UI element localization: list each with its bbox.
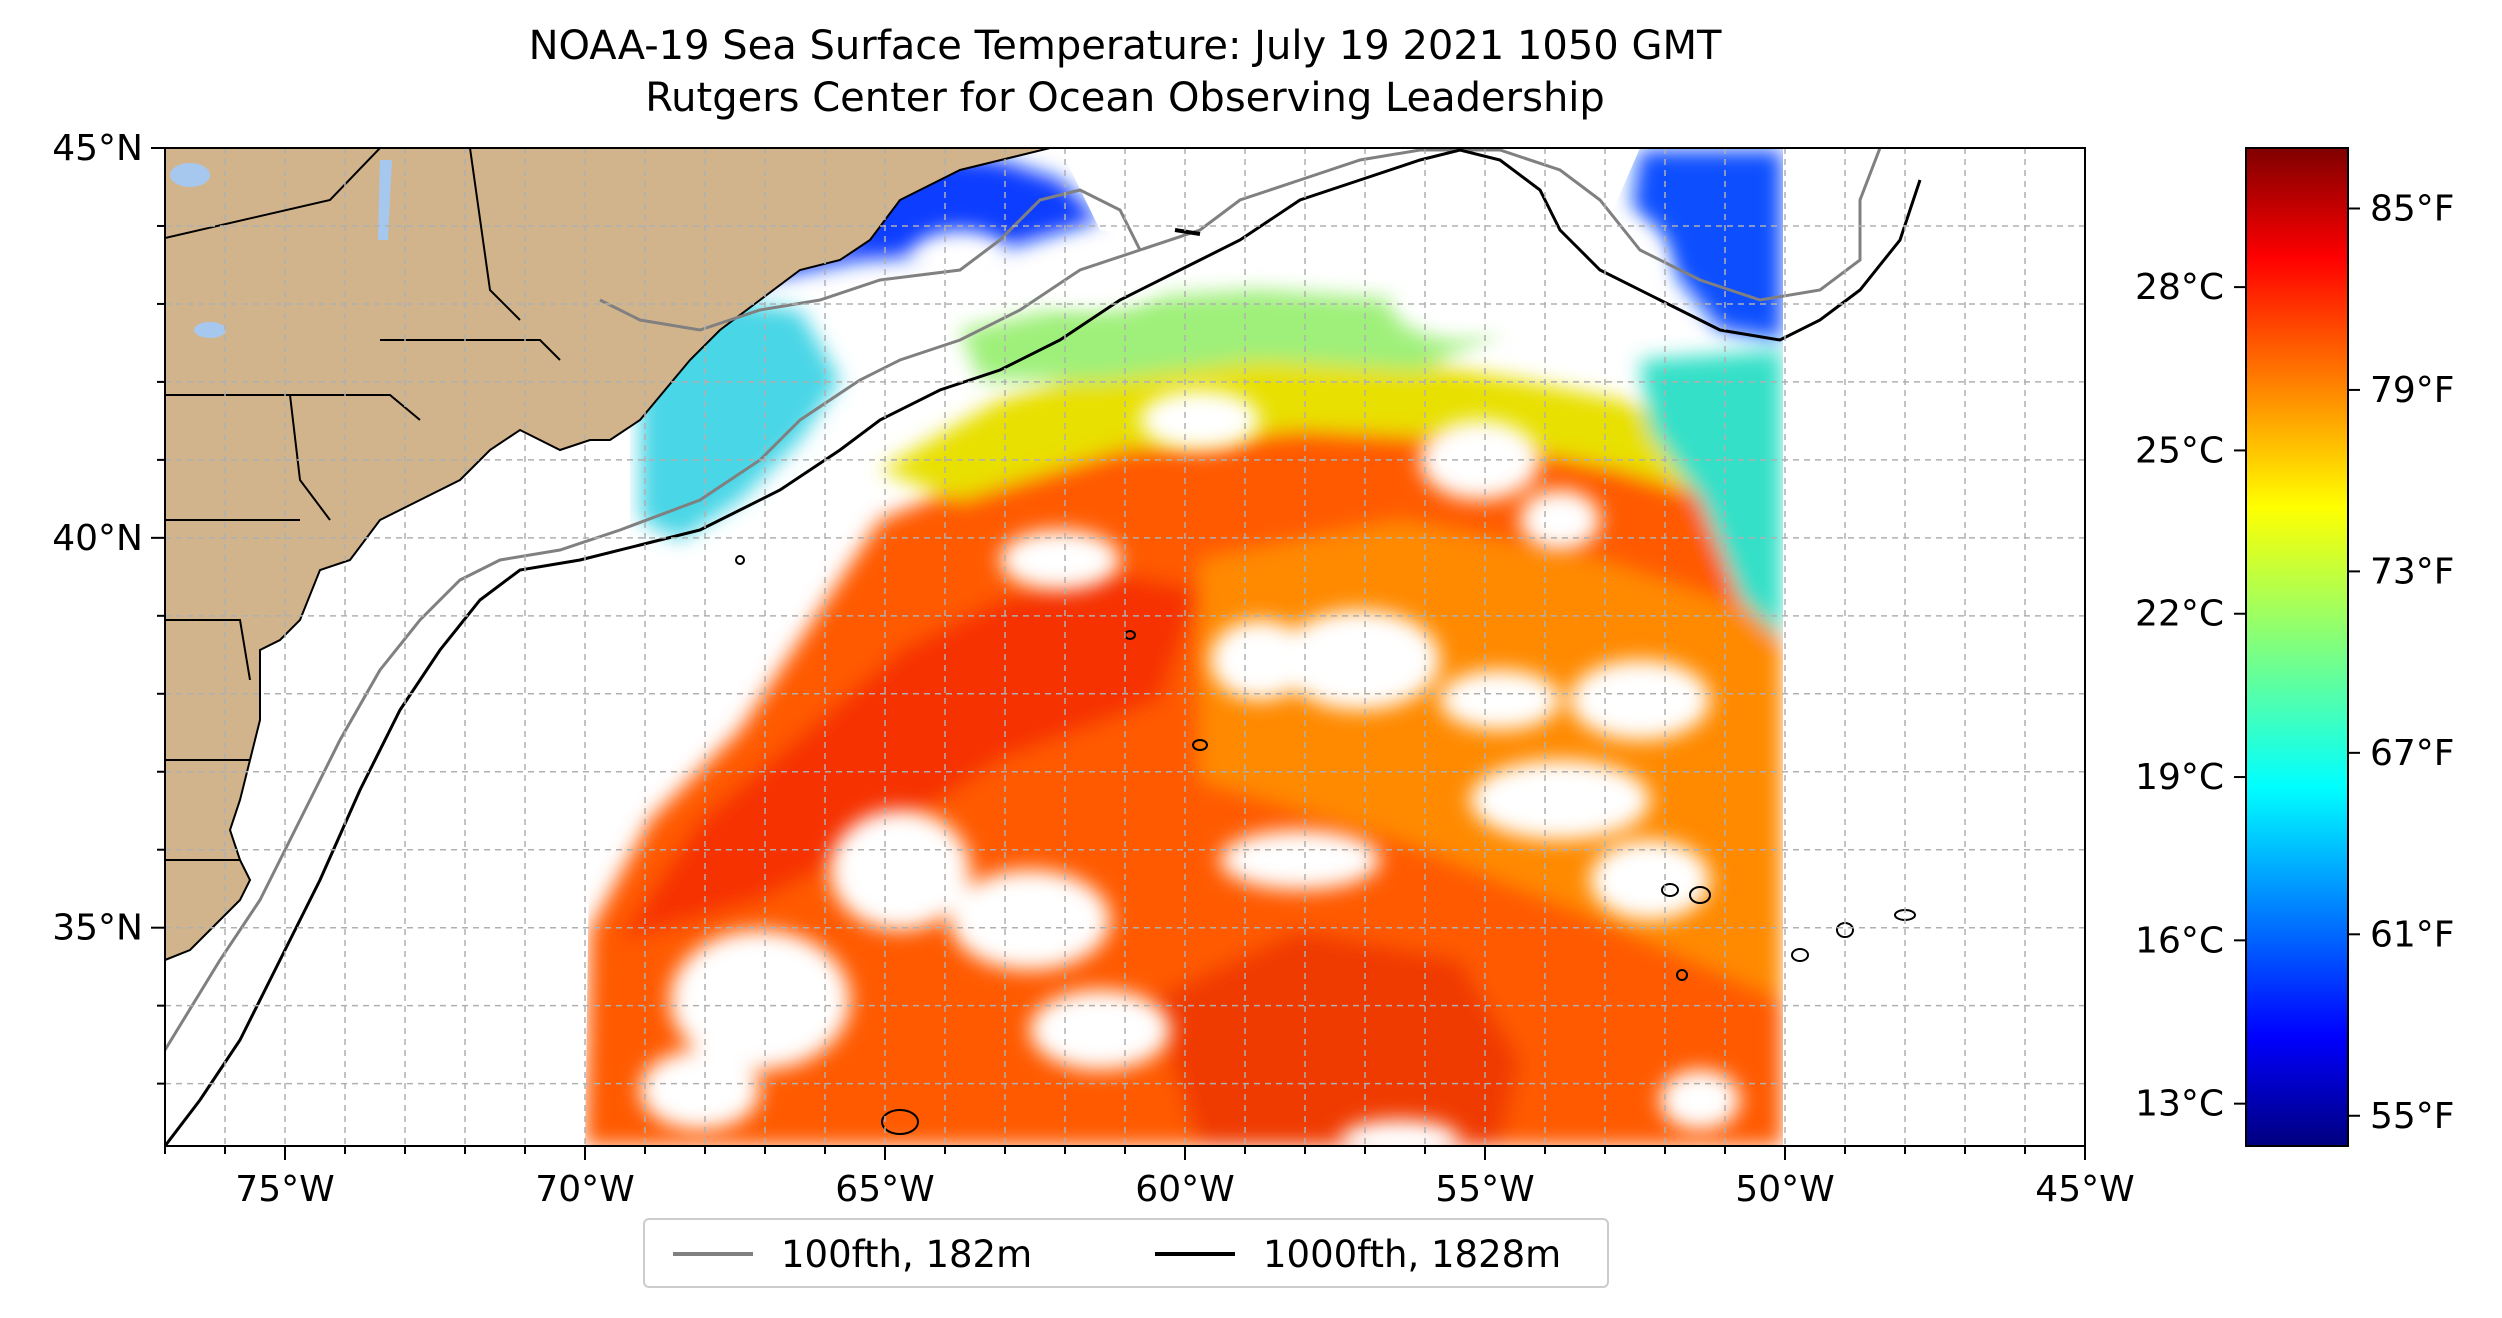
lon-tick-label: 55°W <box>1435 1169 1534 1210</box>
colorbar-f-label: 85°F <box>2370 188 2455 229</box>
legend-label-1000fth: 1000fth, 1828m <box>1263 1232 1562 1276</box>
sst-red-core-south <box>1150 930 1520 1146</box>
colorbar-c-label: 19°C <box>2135 757 2224 798</box>
colorbar-c-label: 16°C <box>2135 920 2224 961</box>
colorbar-c-label: 22°C <box>2135 594 2224 635</box>
legend-line-1000fth <box>1155 1252 1235 1256</box>
colorbar-c-label: 25°C <box>2135 430 2224 471</box>
map-title-line2: Rutgers Center for Ocean Observing Leade… <box>645 75 1605 121</box>
colorbar-c-label: 28°C <box>2135 267 2224 308</box>
colorbar-f-label: 79°F <box>2370 370 2455 411</box>
legend-line-100fth <box>673 1252 753 1256</box>
colorbar <box>2245 147 2349 1147</box>
sst-red-core <box>620 570 1200 940</box>
lat-tick-label: 35°N <box>52 908 143 949</box>
colorbar-c-label: 13°C <box>2135 1084 2224 1125</box>
colorbar-f-label: 55°F <box>2370 1096 2455 1137</box>
land-mass <box>165 148 1051 962</box>
no-data-east <box>1783 148 2085 1146</box>
isobath-100fth <box>165 148 1882 1051</box>
lon-tick-label: 70°W <box>535 1169 634 1210</box>
isobath-1000fth <box>165 148 1922 1146</box>
sst-transition-band <box>880 340 1782 520</box>
colorbar-f-label: 73°F <box>2370 551 2455 592</box>
lakes <box>170 160 392 338</box>
shelf-contour-small <box>1174 228 1201 236</box>
sst-cold-northeast <box>1630 150 1782 340</box>
map-tick-labels: 75°W 70°W 65°W 60°W 55°W 50°W 45°W 45°N 40°N 35°N <box>52 128 2134 1210</box>
lat-tick-label: 40°N <box>52 518 143 559</box>
colorbar-ticks: 28°C 25°C 22°C 19°C 16°C 13°C 85°F 79°F 73°F 67°F… <box>2135 188 2454 1136</box>
no-data-north-shelf <box>1060 148 1640 260</box>
state-borders <box>165 148 561 861</box>
lon-tick-label: 60°W <box>1135 1169 1234 1210</box>
legend-item-100fth: 100fth, 182m <box>673 1232 1032 1276</box>
legend-item-1000fth: 1000fth, 1828m <box>1155 1232 1561 1276</box>
map-frame <box>164 147 2086 1147</box>
lon-tick-label: 45°W <box>2035 1169 2134 1210</box>
legend-label-100fth: 100fth, 182m <box>781 1232 1033 1276</box>
lat-tick-label: 45°N <box>52 128 143 169</box>
gridlines <box>151 147 2086 1160</box>
lon-tick-label: 75°W <box>235 1169 334 1210</box>
lon-tick-label: 50°W <box>1735 1169 1834 1210</box>
map-title-line1: NOAA-19 Sea Surface Temperature: July 19… <box>528 23 1722 69</box>
map-legend: 100fth, 182m 1000fth, 1828m <box>643 1218 1609 1288</box>
colorbar-f-label: 61°F <box>2370 914 2455 955</box>
sst-cyan-east <box>1640 350 1782 640</box>
lon-tick-label: 65°W <box>835 1169 934 1210</box>
isobath-100fth-georges <box>599 188 1142 332</box>
colorbar-f-label: 67°F <box>2370 733 2455 774</box>
